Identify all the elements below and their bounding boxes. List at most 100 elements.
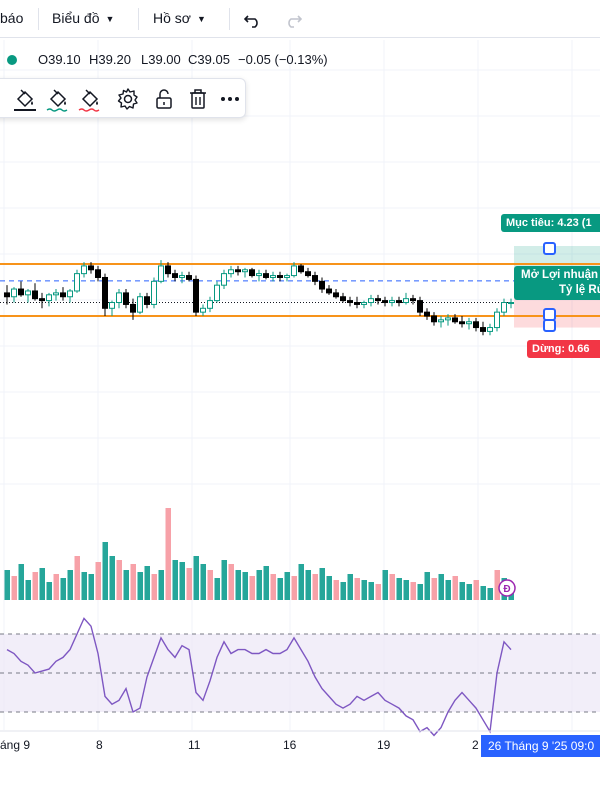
volume-bar <box>326 576 332 600</box>
candle-body <box>60 292 66 298</box>
volume-bar <box>263 566 269 600</box>
candle-body <box>298 265 304 273</box>
candle-body <box>186 275 192 280</box>
line-color-icon[interactable] <box>45 86 71 112</box>
candle-body <box>291 265 297 277</box>
volume-bar <box>459 582 465 600</box>
toolbar-divider <box>229 8 230 30</box>
volume-bar <box>284 572 290 600</box>
volume-bar <box>291 576 297 600</box>
candle-body <box>347 300 353 304</box>
volume-bar <box>508 592 514 600</box>
chart-menu-label: Biểu đồ <box>52 10 100 26</box>
volume-bar <box>193 556 199 600</box>
candle-body <box>312 275 318 282</box>
chart-menu-button[interactable]: Biểu đồ ▼ <box>52 0 114 37</box>
candle-body <box>256 273 262 277</box>
volume-bar <box>102 542 108 600</box>
volume-bar <box>249 576 255 600</box>
stop-label[interactable]: Dừng: 0.66 <box>527 340 600 358</box>
candle-body <box>368 298 374 304</box>
volume-bar <box>67 570 73 600</box>
candle-body <box>354 302 360 305</box>
candle-body <box>235 269 241 273</box>
open-pl-text: Mở Lợi nhuận <box>521 269 599 281</box>
candle-body <box>158 265 164 282</box>
volume-bar <box>228 564 234 600</box>
paint-bucket-icon[interactable] <box>12 86 38 112</box>
candle-body <box>382 300 388 304</box>
volume-bar <box>368 582 374 600</box>
trash-icon[interactable] <box>185 86 211 112</box>
profile-menu-button[interactable]: Hồ sơ ▼ <box>153 0 206 37</box>
volume-bar <box>137 572 143 600</box>
volume-bar <box>25 580 31 600</box>
candle-body <box>81 265 87 275</box>
volume-bar <box>389 574 395 600</box>
volume-bar <box>473 580 479 600</box>
candle-body <box>284 275 290 278</box>
candle-body <box>116 292 122 304</box>
ohlc-close: C39.05 <box>188 52 230 67</box>
candle-body <box>228 269 234 275</box>
volume-bar <box>487 588 493 600</box>
volume-bar <box>11 576 17 600</box>
candle-body <box>249 269 255 277</box>
ohlc-low: L39.00 <box>141 52 181 67</box>
volume-bar <box>165 508 171 600</box>
drawing-floating-toolbar <box>0 78 246 118</box>
ohlc-open: O39.10 <box>38 52 81 67</box>
volume-bar <box>60 578 66 600</box>
chevron-down-icon: ▼ <box>196 14 206 24</box>
volume-bar <box>494 570 500 600</box>
volume-bar <box>445 580 451 600</box>
volume-bar <box>235 570 241 600</box>
redo-icon[interactable] <box>284 10 302 28</box>
candle-body <box>487 327 493 332</box>
target-label[interactable]: Mục tiêu: 4.23 (1 <box>501 214 600 232</box>
volume-bar <box>207 570 213 600</box>
risk-ratio-text: Tỷ lệ Rủ <box>559 284 600 296</box>
volume-bar <box>480 586 486 600</box>
profit-loss-label[interactable]: Mở Lợi nhuận Tỷ lệ Rủ <box>514 266 600 300</box>
volume-bar <box>361 580 367 600</box>
candle-body <box>109 302 115 309</box>
x-axis-tick: 8 <box>96 738 103 752</box>
alert-menu-partial[interactable]: báo <box>0 10 24 26</box>
top-toolbar: báo Biểu đồ ▼ Hồ sơ ▼ <box>0 0 600 38</box>
candle-body <box>466 321 472 325</box>
volume-bar <box>382 570 388 600</box>
unlock-icon[interactable] <box>151 86 177 112</box>
settings-gear-icon[interactable] <box>115 86 141 112</box>
candle-body <box>270 275 276 278</box>
candle-body <box>144 296 150 305</box>
volume-bar <box>256 570 262 600</box>
candle-body <box>501 302 507 313</box>
volume-bar <box>466 584 472 600</box>
volume-bar <box>242 572 248 600</box>
stop-drag-handle[interactable] <box>543 319 556 332</box>
target-drag-handle[interactable] <box>543 242 556 255</box>
more-options-icon[interactable] <box>217 86 243 112</box>
toolbar-divider <box>38 8 39 30</box>
volume-bar <box>375 584 381 600</box>
volume-bar <box>172 560 178 600</box>
candle-body <box>452 317 458 323</box>
volume-bar <box>123 570 129 600</box>
candle-body <box>172 273 178 278</box>
toolbar-divider <box>138 8 139 30</box>
candle-body <box>263 273 269 278</box>
volume-bar <box>221 560 227 600</box>
volume-bar <box>270 574 276 600</box>
volume-bar <box>53 574 59 600</box>
volume-bar <box>116 560 122 600</box>
crosshair-date-label: 26 Tháng 9 '25 09:0 <box>481 735 600 757</box>
market-status-dot <box>7 55 17 65</box>
candle-body <box>305 271 311 277</box>
candle-body <box>193 278 199 313</box>
line-style-icon[interactable] <box>77 86 103 112</box>
volume-bar <box>305 570 311 600</box>
volume-bar <box>151 574 157 600</box>
undo-icon[interactable] <box>244 10 262 28</box>
